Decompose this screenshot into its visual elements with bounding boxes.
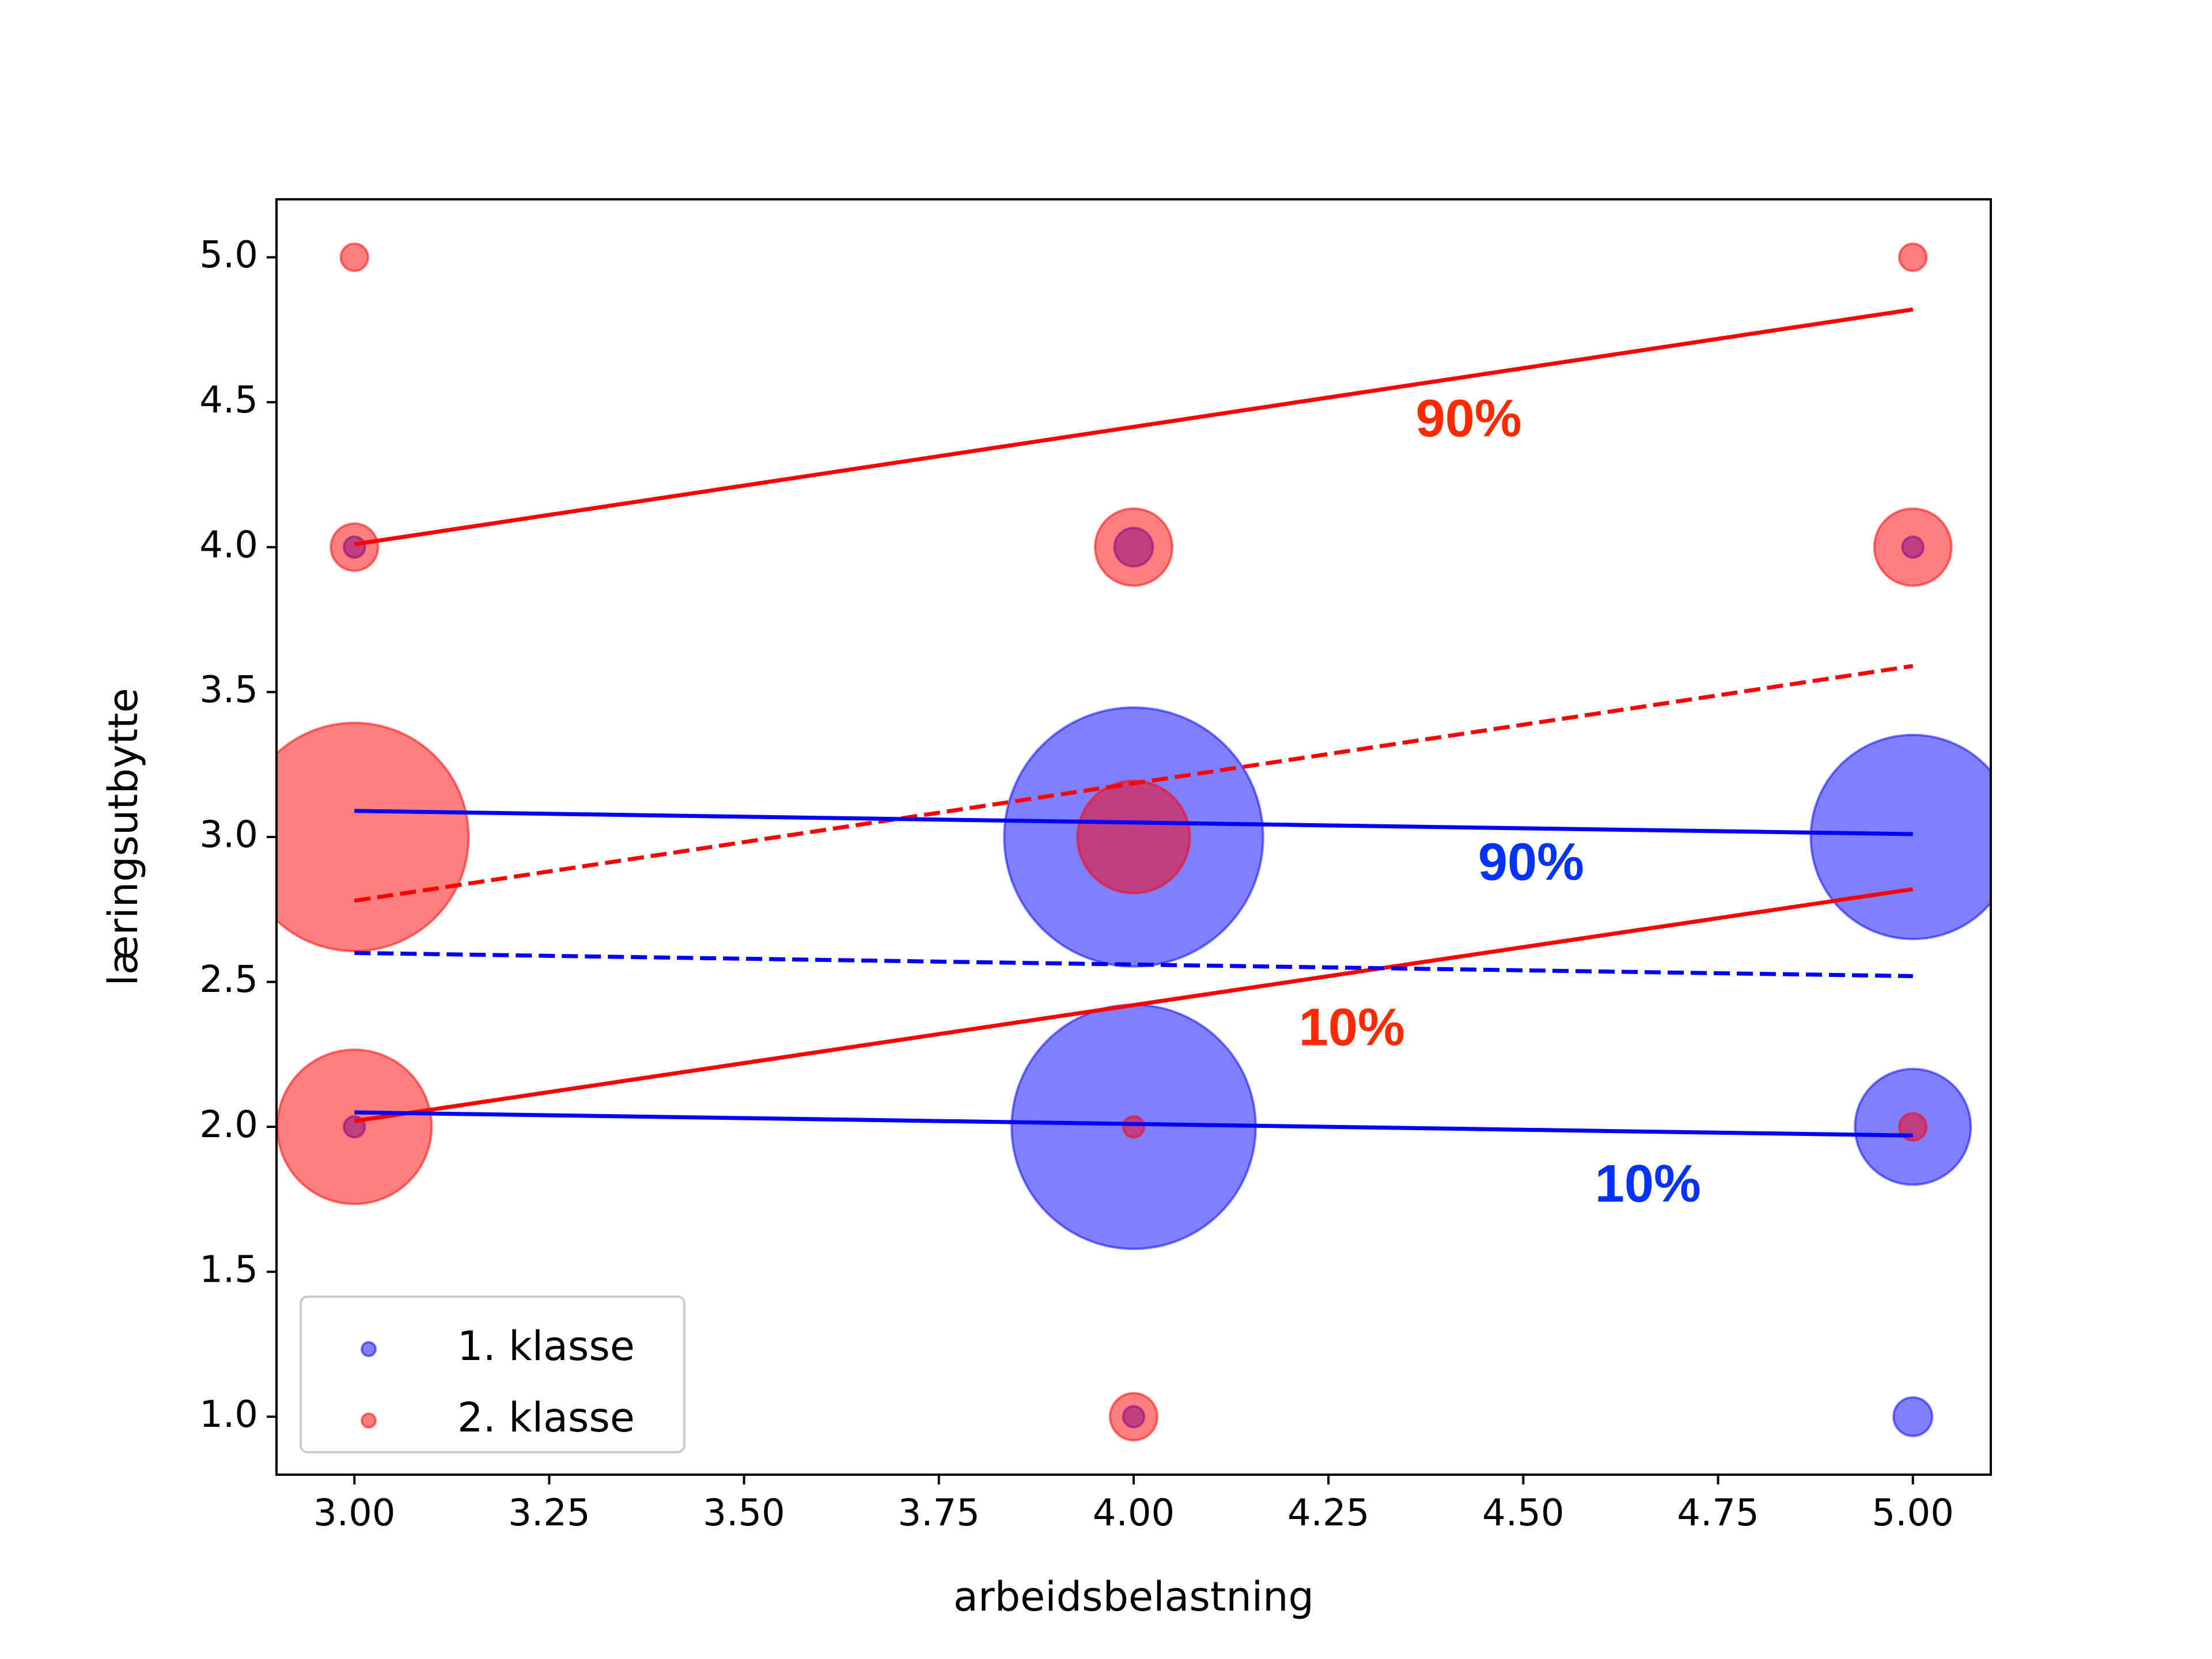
y-tick-label-1: 1.0 [199, 1393, 258, 1436]
y-tick-label-7: 4.0 [199, 524, 258, 566]
legend-marker-1 [361, 1341, 377, 1357]
x-tick-label-7: 4.50 [1482, 1492, 1565, 1535]
annotation-layer: 90% 90% 10% 10% [1299, 389, 1701, 1213]
legend: 1. klasse 2. klasse [300, 1296, 685, 1453]
quantile-annotation-1: 90% [1416, 389, 1522, 448]
quantile-annotation-3: 10% [1299, 998, 1405, 1056]
quantile-line-6 [354, 1110, 1913, 1138]
bubble-series-1-point-8 [1809, 733, 1991, 941]
y-tick-label-3: 2.0 [199, 1104, 258, 1146]
x-axis-ticks: 3.00 3.25 3.50 3.75 4.00 4.25 4.50 4.75 5.00 [313, 1475, 1954, 1535]
legend-marker-2 [361, 1412, 377, 1429]
legend-frame [300, 1296, 685, 1453]
bubble-series-2-point-10 [1873, 507, 1953, 587]
bubble-series-2-point-5 [1094, 507, 1173, 587]
y-tick-label-4: 2.5 [199, 959, 258, 1001]
bubble-series-2-point-6 [1076, 779, 1191, 895]
y-tick-label-2: 1.5 [199, 1248, 258, 1291]
bubble-series-2-point-9 [1898, 242, 1928, 272]
quantile-line-3 [354, 887, 1914, 1123]
x-tick-label-5: 4.00 [1093, 1492, 1175, 1535]
x-tick-label-1: 3.00 [313, 1492, 396, 1535]
y-tick-label-9: 5.0 [199, 234, 258, 276]
legend-items: 1. klasse 2. klasse [361, 1323, 635, 1441]
y-tick-label-8: 4.5 [199, 379, 258, 422]
y-axis-ticks: 1.0 1.5 2.0 2.5 3.0 3.5 4.0 4.5 5.0 [199, 234, 276, 1436]
quantile-annotation-2: 90% [1478, 833, 1584, 892]
x-axis-label: arbeidsbelastning [953, 1573, 1314, 1620]
legend-label-1: 1. klasse [457, 1323, 635, 1370]
quantile-line-2 [354, 664, 1914, 903]
x-tick-label-4: 3.75 [898, 1492, 980, 1535]
quantile-line-1 [354, 307, 1914, 547]
quantile-line-layer [354, 307, 1914, 1138]
bubble-series-2-point-4 [276, 1048, 433, 1206]
quantile-line-4 [354, 809, 1913, 836]
x-tick-label-3: 3.50 [703, 1492, 785, 1535]
bubble-series-2-point-7 [1122, 1115, 1146, 1139]
bubble-series-2-point-3 [276, 721, 470, 953]
quantile-line-5 [354, 950, 1913, 979]
y-tick-label-6: 3.5 [199, 669, 258, 711]
x-tick-label-8: 4.75 [1677, 1492, 1759, 1535]
x-tick-label-6: 4.25 [1287, 1492, 1370, 1535]
legend-label-2: 2. klasse [457, 1394, 635, 1441]
bubble-series-2-point-2 [329, 522, 380, 572]
y-tick-label-5: 3.0 [199, 814, 258, 857]
x-tick-label-2: 3.25 [508, 1492, 590, 1535]
quantile-annotation-4: 10% [1595, 1154, 1701, 1213]
bubble-series-2-point-8 [1108, 1392, 1159, 1442]
y-axis-label: læringsutbytte [100, 688, 147, 986]
x-tick-label-9: 5.00 [1872, 1492, 1954, 1535]
bubble-series-2-point-1 [339, 242, 369, 272]
bubble-series-1-point-10 [1892, 1396, 1934, 1437]
